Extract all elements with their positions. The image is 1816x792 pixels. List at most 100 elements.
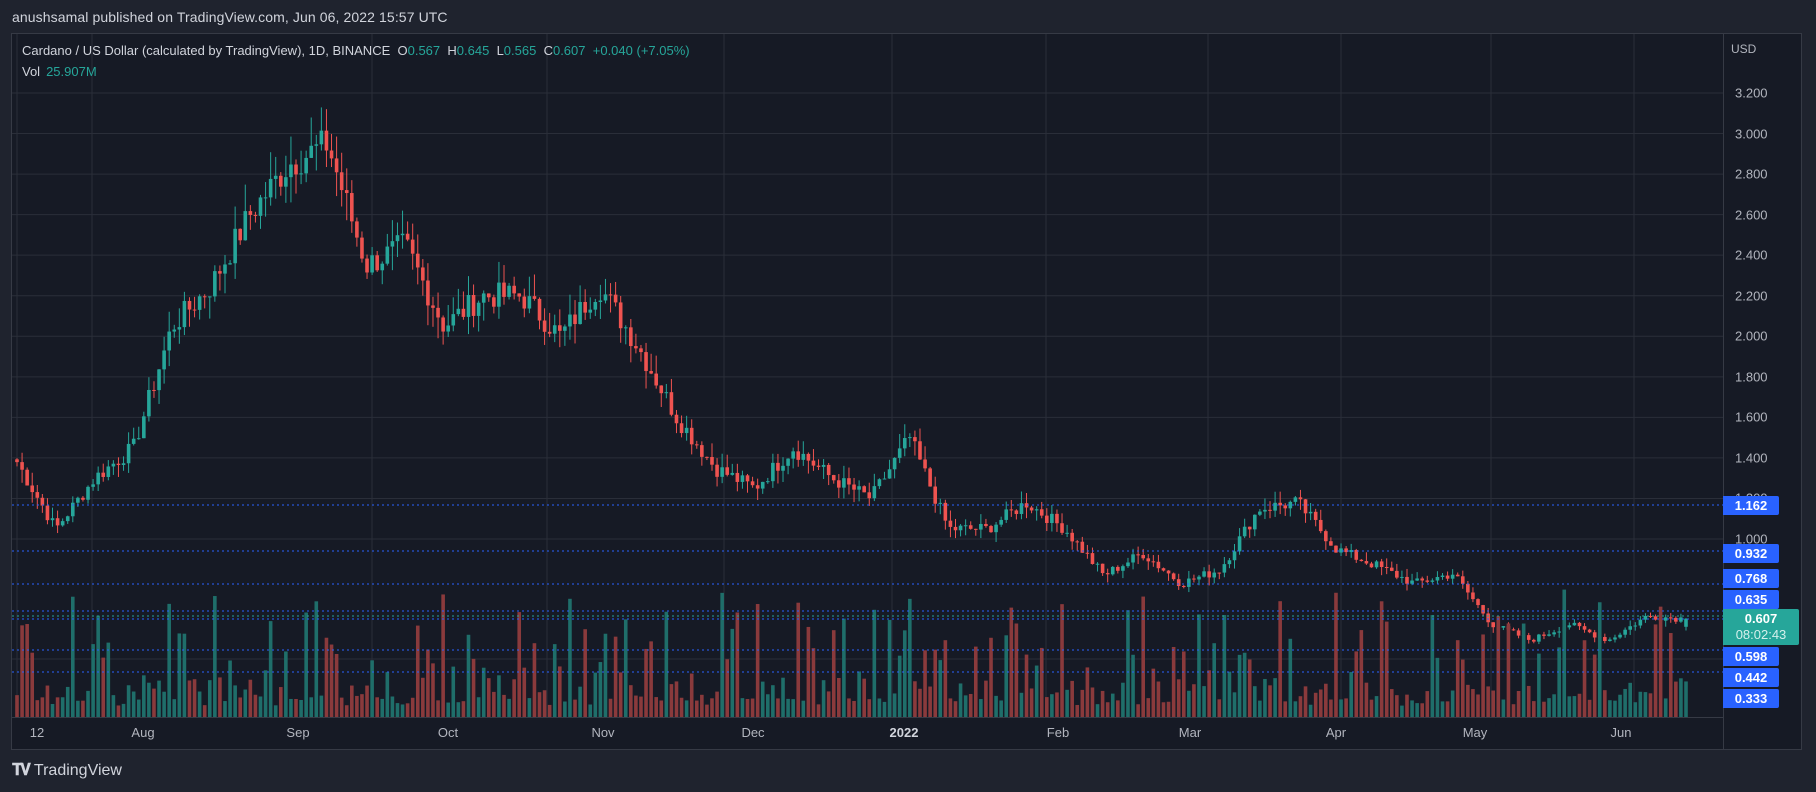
currency-label[interactable]: USD [1731, 42, 1757, 56]
publish-line: anushsamal published on TradingView.com,… [12, 9, 448, 25]
candle-body [1674, 617, 1678, 622]
candle-body [938, 502, 943, 504]
volume-bar [771, 685, 775, 717]
volume-bar [908, 598, 912, 717]
volume-bar [339, 697, 344, 717]
candle-body [1344, 548, 1348, 553]
volume-bar [162, 691, 166, 717]
volume-bar [1283, 701, 1288, 717]
volume-bar [613, 636, 618, 717]
volume-bar [1592, 654, 1597, 717]
candle-body [806, 453, 811, 461]
tradingview-logo[interactable]: 𝐓𝐕 TradingView [12, 762, 122, 780]
candle-body [1638, 619, 1643, 626]
volume-bar [385, 672, 390, 717]
candle-body [304, 157, 308, 174]
volume-bar [55, 697, 60, 717]
volume-bar [299, 699, 303, 717]
volume-bar [786, 698, 790, 717]
volume-bar [1100, 690, 1105, 717]
volume-bar [502, 694, 506, 717]
volume-bar [968, 693, 973, 717]
volume-bar [715, 691, 719, 717]
time-label: Aug [131, 725, 155, 740]
candle-body [91, 484, 95, 487]
time-axis[interactable] [12, 717, 1723, 750]
candle-body [1592, 632, 1597, 638]
candle-body [725, 467, 730, 475]
candle-body [446, 325, 451, 332]
candle-body [481, 293, 486, 303]
candle-body [578, 301, 582, 325]
volume-bar [1471, 689, 1475, 717]
candle-body [1648, 615, 1653, 617]
volume-bar [152, 688, 156, 717]
volume-bar [1166, 701, 1171, 717]
candle-body [1166, 570, 1171, 574]
candle-body [644, 352, 648, 372]
candle-body [365, 258, 369, 273]
volume-bar [928, 686, 932, 717]
high-value: 0.645 [456, 43, 490, 58]
volume-bar [202, 705, 207, 717]
volume-bar [1324, 683, 1328, 717]
volume-bar [187, 680, 192, 717]
candle-body [431, 305, 435, 308]
current-price-label: 0.607 08:02:43 [1723, 609, 1799, 645]
candle-body [1613, 637, 1617, 640]
volume-bar [1384, 621, 1389, 717]
volume-bar [765, 694, 770, 717]
volume-bar [1663, 698, 1668, 717]
candle-body [882, 478, 887, 480]
candle-body [76, 497, 80, 503]
volume-bar [218, 677, 222, 717]
volume-bar [892, 693, 897, 717]
volume-bar [91, 644, 95, 717]
candle-body [629, 327, 633, 347]
volume-bar [639, 696, 643, 717]
candle-body [1405, 576, 1409, 584]
volume-bar [664, 611, 669, 717]
candle-body [182, 300, 187, 328]
volume-bar [918, 688, 922, 717]
candle-body [1364, 561, 1369, 564]
volume-bar [644, 648, 648, 717]
volume-bar [1024, 654, 1029, 717]
price-chart-plot[interactable] [12, 34, 1723, 717]
candle-body [674, 414, 679, 424]
volume-label: Vol [22, 64, 41, 79]
candle-body [1334, 545, 1338, 553]
candle-body [1070, 532, 1074, 542]
volume-bar [136, 699, 141, 717]
volume-bar [81, 700, 85, 717]
volume-bar [1481, 634, 1485, 717]
candle-body [1537, 634, 1541, 642]
candle-body [1258, 511, 1262, 515]
volume-bar [1080, 689, 1085, 717]
candle-body [1400, 576, 1404, 578]
candle-body [1197, 576, 1201, 580]
volume-bar [1435, 657, 1440, 717]
candlestick-chart[interactable] [12, 34, 1723, 717]
candle-body [1440, 575, 1445, 578]
candle-body [649, 371, 653, 374]
candle-body [933, 486, 938, 504]
candle-body [441, 317, 445, 332]
volume-bar [147, 682, 151, 717]
candle-body [745, 475, 750, 482]
price-axis[interactable] [1723, 34, 1802, 749]
volume-bar [1329, 699, 1333, 717]
candle-body [1252, 514, 1257, 530]
candle-body [669, 392, 674, 415]
volume-bar [1506, 623, 1511, 717]
volume-bar [451, 666, 456, 717]
candle-body [390, 241, 395, 247]
candle-body [887, 469, 892, 479]
candle-body [116, 463, 121, 465]
candle-body [289, 164, 293, 178]
volume-bar [730, 628, 735, 717]
volume-bar [1618, 694, 1622, 717]
candle-body [360, 237, 364, 259]
volume-bar [253, 694, 258, 717]
volume-bar [1400, 705, 1404, 717]
